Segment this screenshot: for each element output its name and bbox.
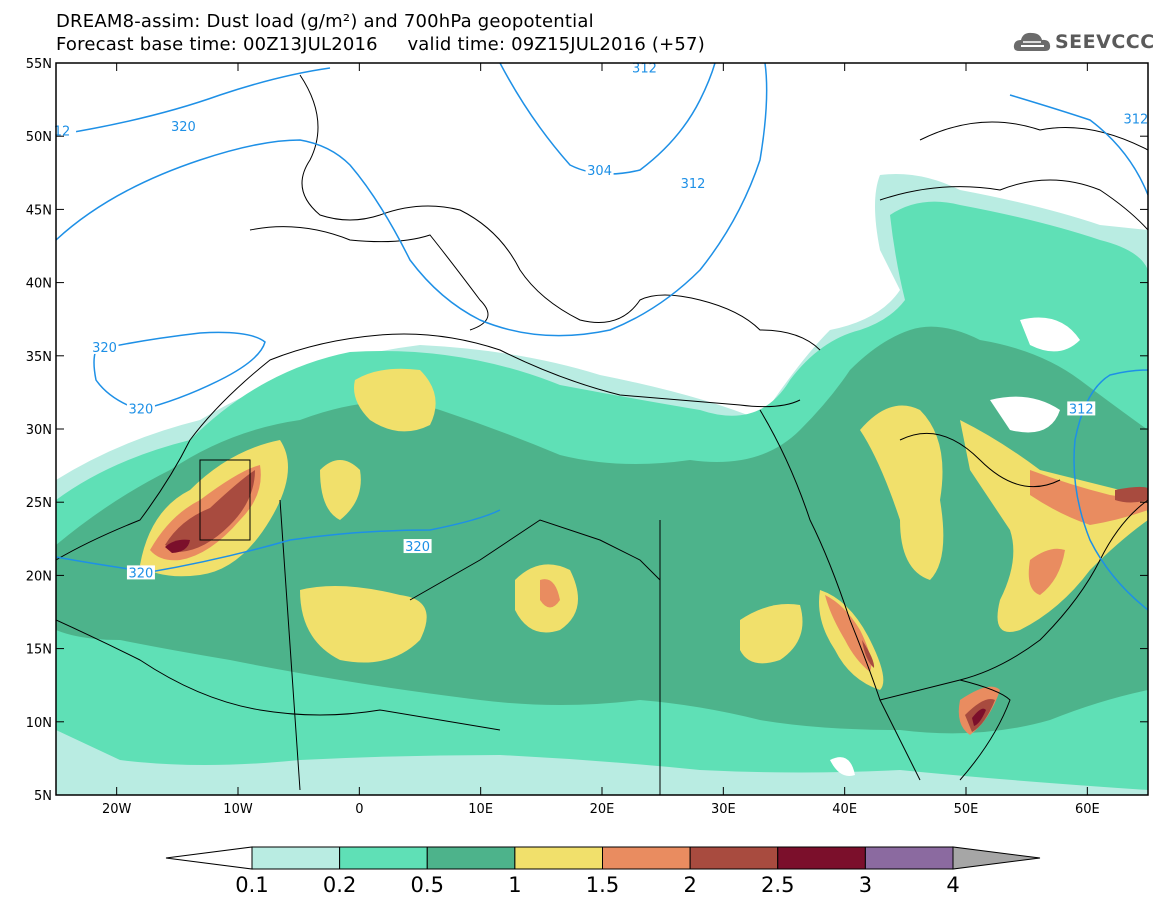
longitude-axis: 20W 10W 0 10E 20E 30E 40E 50E 60E	[102, 63, 1100, 817]
colorbar-label: 1.5	[586, 873, 619, 897]
map-title: DREAM8-assim: Dust load (g/m²) and 700hP…	[56, 11, 594, 32]
dust-field	[56, 63, 1148, 795]
lon-tick-label: 10W	[223, 802, 253, 817]
dust-gaps	[830, 317, 1080, 776]
lon-tick-label: 20W	[102, 802, 132, 817]
colorbar-under-arrow	[165, 846, 253, 870]
contour-label: 12	[54, 124, 71, 139]
colorbar: 0.1 0.2 0.5 1 1.5 2 2.5 3 4	[165, 846, 1041, 897]
lon-tick-label: 40E	[832, 802, 857, 817]
contour-label-bg	[630, 60, 659, 75]
contour-label-bg	[126, 565, 155, 580]
colorbar-segment	[689, 846, 779, 870]
colorbar-segment	[602, 846, 691, 870]
contour-label: 312	[1123, 113, 1148, 128]
forecast-time-subtitle: Forecast base time: 00Z13JUL2016 valid t…	[56, 34, 705, 55]
lon-tick-label: 30E	[711, 802, 736, 817]
colorbar-label: 0.1	[235, 873, 268, 897]
colorbar-segment	[777, 846, 866, 870]
latitude-axis: 55N 50N 45N 40N 35N 30N 25N 20N 15N 10N 5N	[26, 57, 1148, 804]
colorbar-label: 0.5	[411, 873, 444, 897]
colorbar-segment	[864, 846, 954, 870]
contour-label: 320	[405, 540, 430, 555]
contour-label: 312	[681, 177, 706, 192]
colorbar-label: 4	[946, 873, 959, 897]
colorbar-label: 1	[508, 873, 521, 897]
contour-label: 320	[92, 341, 117, 356]
lat-tick-label: 10N	[26, 716, 52, 731]
contour-label: 320	[171, 120, 196, 135]
lat-tick-label: 55N	[26, 57, 52, 72]
dust-band-2.5	[165, 539, 986, 726]
contour-label: 304	[587, 164, 612, 179]
colorbar-label: 3	[859, 873, 872, 897]
lat-tick-label: 15N	[26, 643, 52, 658]
lon-tick-label: 50E	[954, 802, 979, 817]
lat-tick-label: 30N	[26, 423, 52, 438]
contour-label: 312	[1069, 402, 1094, 417]
colorbar-label: 2.5	[761, 873, 794, 897]
lon-tick-label: 60E	[1075, 802, 1100, 817]
lon-tick-label: 0	[355, 802, 363, 817]
lat-tick-label: 50N	[26, 130, 52, 145]
contour-label-bg	[169, 118, 198, 133]
lat-tick-label: 45N	[26, 203, 52, 218]
colorbar-segment	[339, 846, 428, 870]
contour-label: 320	[129, 566, 154, 581]
colorbar-segment	[251, 846, 341, 870]
contour-labels: 312 12 320 304 312 312 320 320 320 320 312	[48, 60, 1150, 581]
geopotential-contours	[56, 63, 1148, 611]
contour-label-bg	[126, 401, 155, 416]
coastlines	[56, 74, 1148, 795]
lat-tick-label: 5N	[34, 789, 52, 804]
contour-label-bg	[48, 123, 77, 138]
colorbar-segment	[514, 846, 603, 870]
contour-label: 312	[632, 61, 657, 76]
contour-label-bg	[1067, 401, 1096, 416]
colorbar-over-arrow	[952, 846, 1041, 870]
lon-tick-label: 20E	[590, 802, 615, 817]
lat-tick-label: 35N	[26, 350, 52, 365]
contour-label: 320	[129, 402, 154, 417]
lat-tick-label: 25N	[26, 496, 52, 511]
contour-label-bg	[679, 175, 707, 190]
colorbar-segment	[426, 846, 516, 870]
dust-band-2	[165, 470, 1148, 732]
lat-tick-label: 20N	[26, 569, 52, 584]
seevccc-logo: SEEVCCC	[1011, 27, 1154, 57]
contour-label-bg	[1121, 111, 1150, 126]
lon-tick-label: 10E	[468, 802, 493, 817]
colorbar-label: 0.2	[323, 873, 356, 897]
contour-label-bg	[90, 339, 119, 354]
lat-tick-label: 40N	[26, 277, 52, 292]
logo-text: SEEVCCC	[1055, 31, 1155, 53]
colorbar-label: 2	[683, 873, 696, 897]
contour-label-bg	[403, 539, 432, 554]
cloud-icon	[1013, 32, 1051, 51]
contour-label-bg	[585, 162, 614, 177]
